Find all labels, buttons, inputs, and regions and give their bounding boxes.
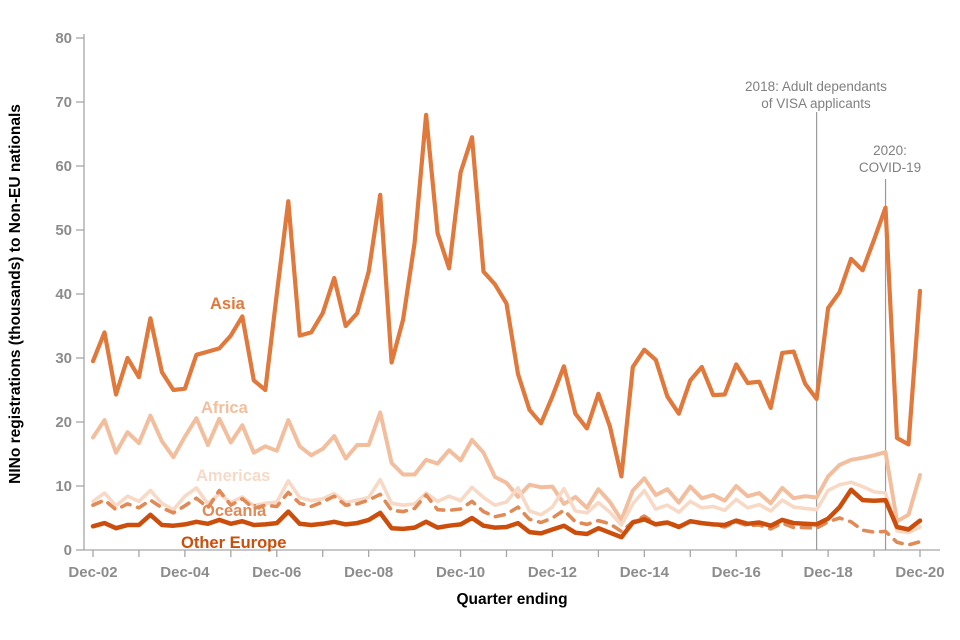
y-tick-label: 40 (55, 286, 72, 303)
y-tick-label: 30 (55, 350, 72, 367)
x-tick-label: Dec-04 (160, 564, 210, 581)
y-tick-label: 0 (64, 542, 72, 559)
x-tick-label: Dec-20 (895, 564, 944, 581)
series-lines (90, 112, 923, 547)
y-tick-label: 60 (55, 158, 72, 175)
y-tick-label: 20 (55, 414, 72, 431)
x-tick-label: Dec-06 (252, 564, 301, 581)
series-label-americas: Americas (196, 467, 270, 485)
axes: 0 10 20 30 40 50 60 70 80 Dec-02 Dec-04 Dec-06 Dec-0… (55, 30, 944, 581)
series-line-asia (90, 112, 923, 479)
series-label-asia: Asia (210, 295, 246, 313)
y-axis-title: NINo registrations (thousands) to Non-EU… (7, 104, 24, 484)
y-tick-label: 10 (55, 478, 72, 495)
x-tick-label: Dec-12 (528, 564, 577, 581)
series-label-oceania: Oceania (202, 502, 267, 520)
series-labels: Africa Americas Oceania Other Europe Asia (181, 295, 286, 552)
x-tick-label: Dec-08 (344, 564, 393, 581)
annotation-text: 2018: Adult dependants (745, 79, 887, 94)
x-tick-label: Dec-16 (712, 564, 761, 581)
annotations: 2018: Adult dependants of VISA applicants… (745, 79, 921, 550)
y-tick-label: 50 (55, 222, 72, 239)
annotation-text: of VISA applicants (761, 96, 871, 111)
y-tick-label: 70 (55, 94, 72, 111)
x-axis-title: Quarter ending (456, 591, 567, 608)
series-label-africa: Africa (201, 399, 249, 417)
series-line-africa (91, 410, 922, 524)
series-line-oceania (91, 488, 922, 547)
series-line-other-europe (90, 487, 923, 540)
y-tick-label: 80 (55, 30, 72, 47)
annotation-text: 2020: (873, 143, 907, 158)
series-label-other-europe: Other Europe (181, 534, 286, 552)
x-tick-label: Dec-10 (436, 564, 485, 581)
x-tick-label: Dec-18 (804, 564, 853, 581)
x-tick-label: Dec-02 (68, 564, 117, 581)
annotation-text: COVID-19 (859, 160, 921, 175)
x-tick-label: Dec-14 (620, 564, 670, 581)
